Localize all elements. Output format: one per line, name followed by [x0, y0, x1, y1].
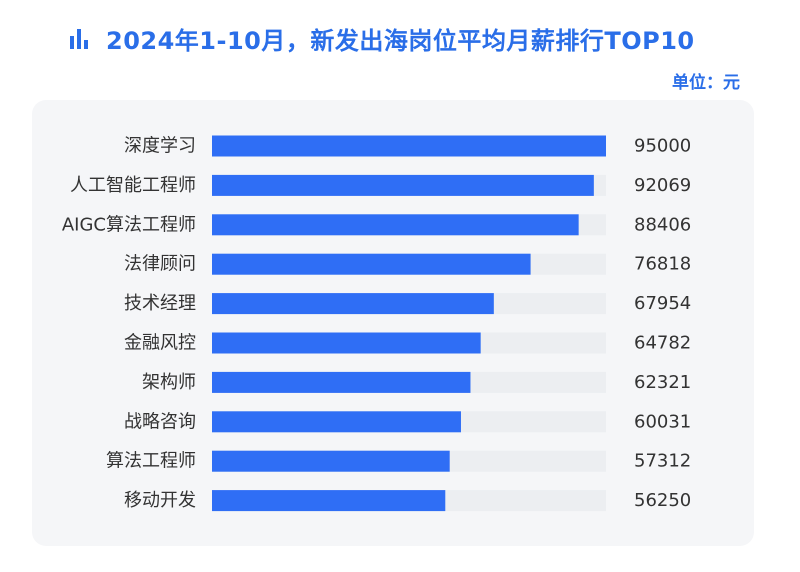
category-label: 战略咨询	[124, 411, 196, 432]
bar	[212, 293, 494, 315]
value-label: 64782	[634, 333, 691, 354]
category-label: 法律顾问	[124, 254, 196, 275]
chart-title: 2024年1-10月，新发出海岗位平均月薪排行TOP10	[106, 26, 695, 55]
value-label: 95000	[634, 136, 691, 157]
bar	[212, 411, 461, 433]
category-label: 移动开发	[124, 490, 196, 511]
category-label: 深度学习	[124, 136, 196, 157]
value-label: 56250	[634, 490, 691, 511]
category-label: 架构师	[142, 372, 196, 393]
value-label: 60031	[634, 411, 691, 432]
bar	[212, 174, 594, 196]
category-label: 技术经理	[124, 293, 196, 314]
bar	[212, 490, 446, 512]
value-label: 57312	[634, 451, 691, 472]
chart-title-row: 2024年1-10月，新发出海岗位平均月薪排行TOP10	[68, 18, 695, 58]
bar	[212, 214, 579, 236]
bar-chart-icon	[70, 29, 88, 49]
category-label: 金融风控	[124, 333, 196, 354]
value-label: 62321	[634, 372, 691, 393]
category-label: 算法工程师	[106, 451, 196, 472]
category-label: AIGC算法工程师	[62, 214, 196, 235]
value-label: 67954	[634, 293, 691, 314]
value-label: 92069	[634, 175, 691, 196]
unit-label: 单位：元	[672, 73, 740, 93]
category-label: 人工智能工程师	[70, 175, 196, 196]
value-label: 88406	[634, 214, 691, 235]
bar	[212, 450, 450, 472]
bar	[212, 371, 471, 393]
bar	[212, 332, 481, 354]
bar	[212, 253, 531, 275]
value-label: 76818	[634, 254, 691, 275]
bar	[212, 135, 606, 157]
